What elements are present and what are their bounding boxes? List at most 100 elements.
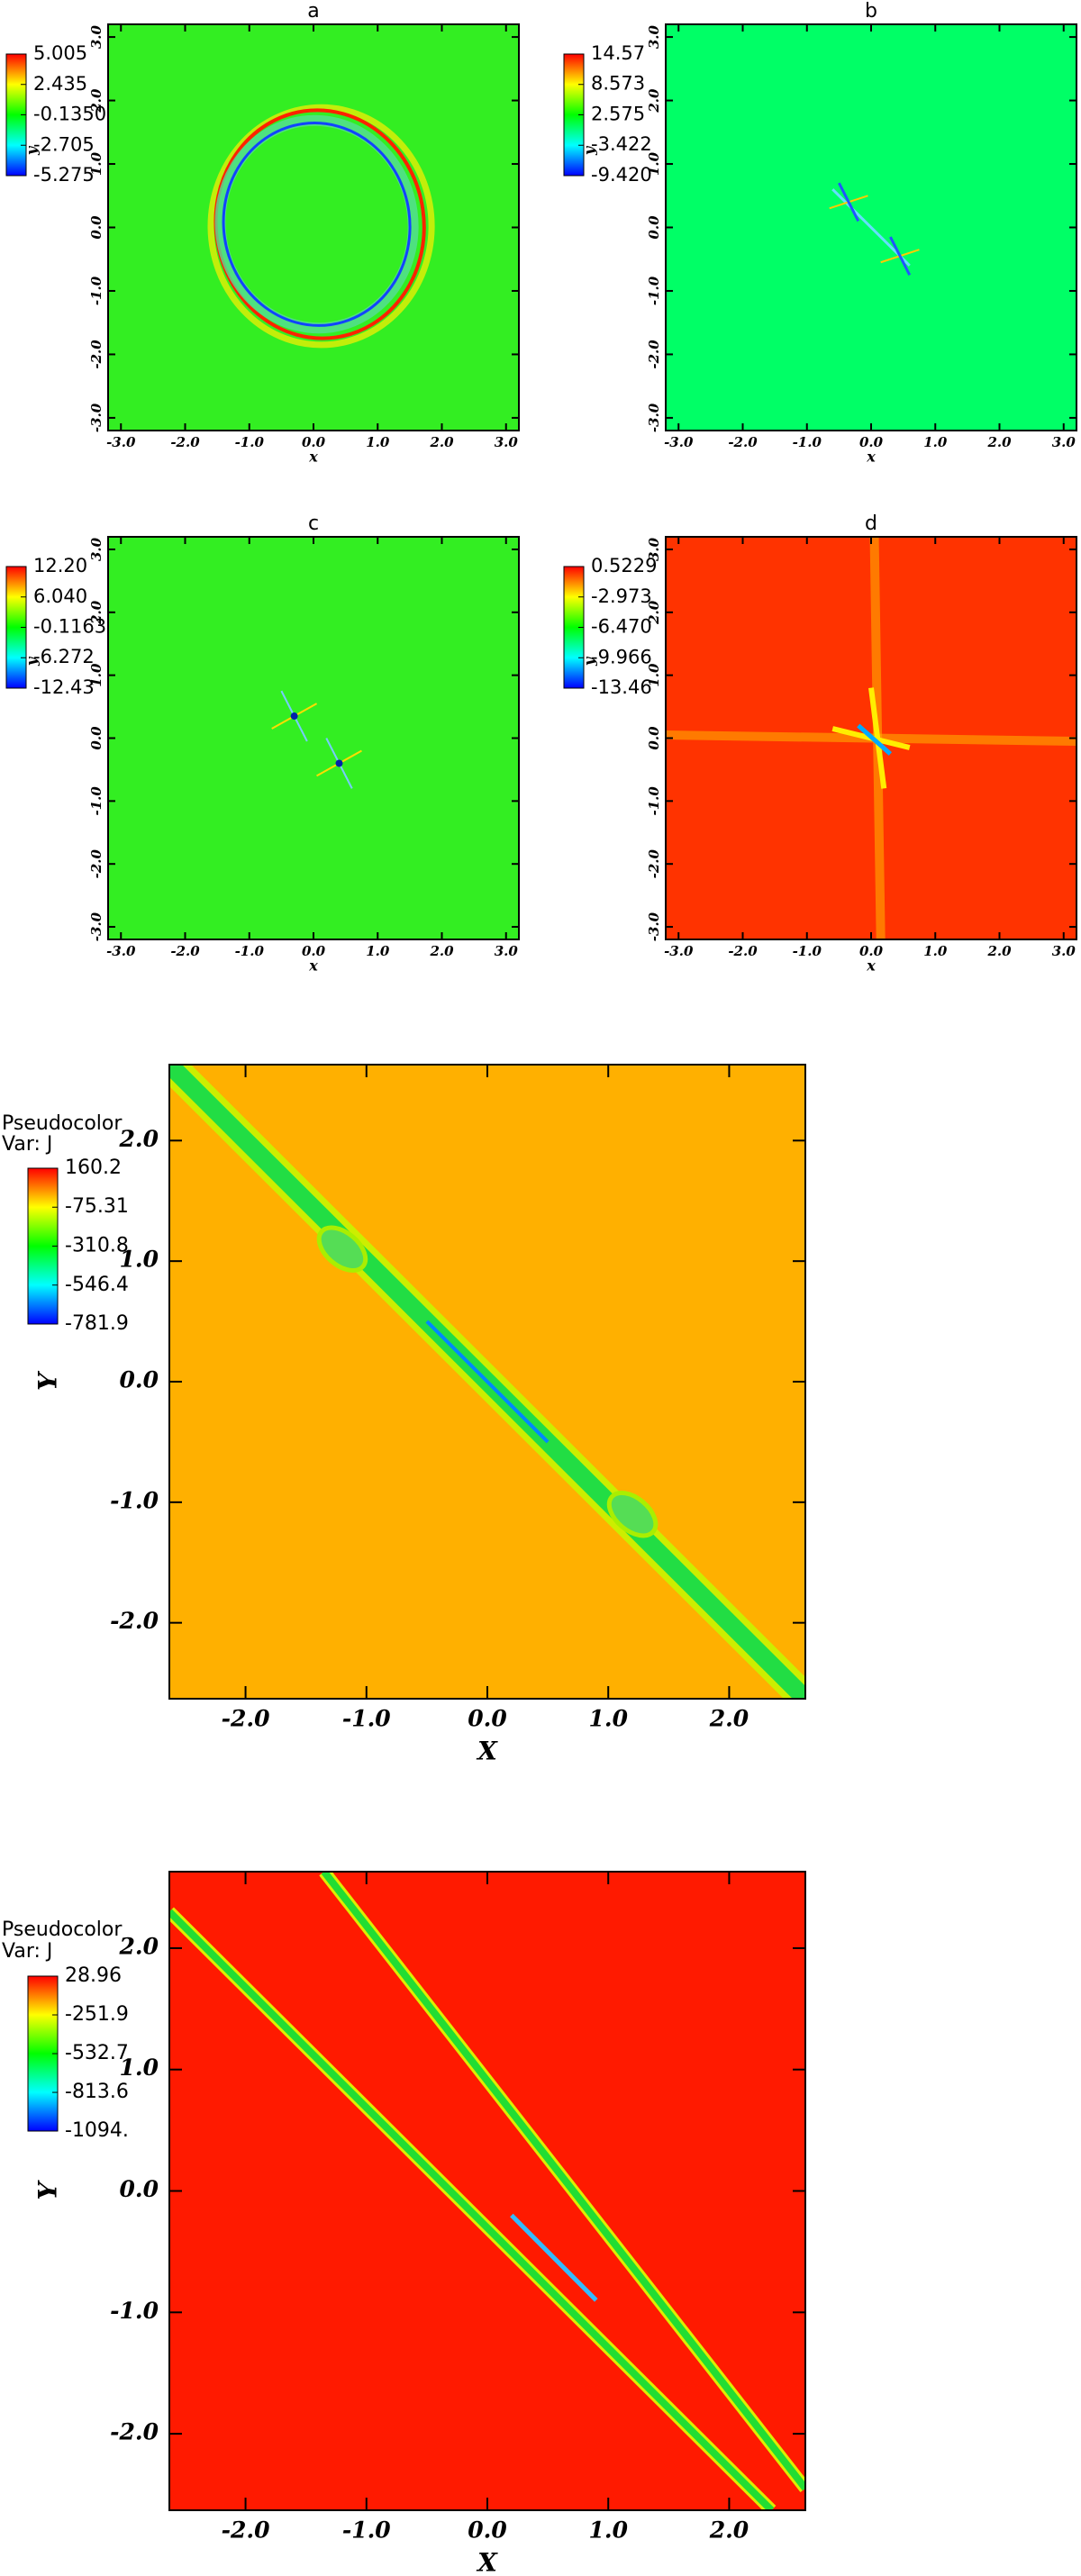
x-axis-label: x: [308, 449, 318, 466]
field-feature: [321, 1872, 805, 2491]
x-tick-label: -2.0: [170, 434, 200, 450]
x-tick-label: -1.0: [235, 434, 265, 450]
y-axis-label: y: [23, 145, 41, 156]
colorbar-label: -813.6: [65, 2081, 129, 2103]
field-feature: [207, 104, 435, 349]
x-tick-label: -2.0: [222, 2517, 270, 2544]
colorbar-label: -532.7: [65, 2042, 129, 2064]
field-features: [207, 104, 435, 349]
y-tick-label: -1.0: [88, 786, 104, 816]
x-tick-label: -1.0: [342, 2517, 391, 2544]
x-tick-label: -2.0: [728, 943, 758, 959]
colorbar-label: -9.420: [591, 164, 652, 186]
plot-field: [108, 537, 519, 939]
colorbar-label: 2.435: [33, 73, 87, 95]
x-tick-label: 3.0: [1052, 434, 1076, 450]
panel: -2.0 -1.0 0.0 1.0 2.0 -2.0 -1.0 0.0 1.0 2.0 X Y Pseu…: [2, 1871, 806, 2576]
field-features: [169, 1065, 805, 1699]
colorbar-label: -6.470: [591, 616, 652, 638]
x-tick-label: 2.0: [709, 2517, 749, 2544]
x-tick-label: -3.0: [106, 943, 136, 959]
field-feature: [857, 723, 893, 756]
y-tick-label: -3.0: [88, 403, 104, 432]
y-tick-label: 3.0: [646, 24, 662, 49]
y-tick-label: -2.0: [88, 340, 104, 369]
field-feature: [606, 1491, 659, 1538]
y-tick-label: 2.0: [119, 1126, 159, 1152]
panel: b -3.0 -2.0 -1.0 0.0 1.0 2.0 3.0 -3.0 -2.0 -1.0 0.0…: [563, 0, 1077, 466]
x-tick-label: 1.0: [366, 943, 390, 959]
colorbar-label: -6.272: [33, 646, 95, 667]
x-tick-label: -1.0: [793, 434, 822, 450]
x-tick-label: 1.0: [366, 434, 390, 450]
y-tick-label: -3.0: [646, 403, 662, 432]
x-tick-label: 0.0: [468, 1706, 507, 1732]
y-tick-label: -1.0: [110, 2298, 159, 2324]
y-axis-label: y: [581, 656, 598, 667]
field-feature: [510, 2213, 598, 2302]
x-axis-label: x: [866, 449, 876, 466]
y-tick-label: 1.0: [120, 1247, 159, 1273]
y-tick-label: 0.0: [120, 1367, 159, 1393]
colorbar-label: -0.1163: [33, 616, 106, 638]
y-tick-label: 1.0: [120, 2054, 159, 2081]
x-tick-label: 2.0: [429, 943, 454, 959]
colorbar-label: 14.57: [591, 42, 645, 64]
y-axis-label: Y: [33, 2180, 63, 2200]
x-tick-label: 0.0: [859, 434, 884, 450]
x-tick-label: 1.0: [923, 434, 948, 450]
field-feature: [222, 122, 412, 327]
panel: -2.0 -1.0 0.0 1.0 2.0 -2.0 -1.0 0.0 1.0 2.0 X Y Pseu…: [2, 1064, 806, 1766]
field-feature: [868, 687, 887, 789]
y-tick-label: 2.0: [646, 88, 662, 113]
panel-title: c: [308, 512, 319, 535]
field-feature: [425, 1320, 550, 1444]
y-tick-label: -2.0: [646, 340, 662, 369]
colorbar-label: -5.275: [33, 164, 95, 186]
x-tick-label: 1.0: [923, 943, 948, 959]
x-tick-label: 0.0: [468, 2517, 507, 2544]
field-features: [666, 537, 1076, 939]
panel: d -3.0 -2.0 -1.0 0.0 1.0 2.0 3.0 -3.0 -2.0 -1.0 0.0…: [563, 512, 1077, 975]
y-tick-label: 2.0: [646, 600, 662, 625]
plot-field: [108, 24, 519, 431]
colorbar-label: 6.040: [33, 585, 87, 607]
y-tick-label: 3.0: [88, 24, 104, 49]
field-feature: [290, 712, 298, 721]
field-features: [271, 690, 362, 789]
y-axis-label: y: [23, 656, 41, 667]
y-tick-label: 0.0: [88, 215, 104, 240]
y-tick-label: 1.0: [646, 151, 662, 176]
y-tick-label: 3.0: [88, 537, 104, 561]
colorbar-label: 12.20: [33, 555, 87, 576]
y-tick-label: -3.0: [88, 912, 104, 941]
panel-title: b: [865, 0, 877, 23]
x-tick-label: -3.0: [664, 943, 694, 959]
panel: c -3.0 -2.0 -1.0 0.0 1.0 2.0 3.0 -3.0 -2.0 -1.0 0.0…: [5, 512, 520, 975]
y-tick-label: 0.0: [646, 726, 662, 750]
y-axis-label: y: [581, 145, 598, 156]
y-tick-label: -2.0: [110, 1608, 159, 1634]
x-tick-label: 0.0: [859, 943, 884, 959]
x-tick-label: 2.0: [429, 434, 454, 450]
field-features: [829, 182, 920, 277]
x-tick-label: -1.0: [235, 943, 265, 959]
y-tick-label: -2.0: [646, 848, 662, 878]
x-tick-label: -3.0: [664, 434, 694, 450]
colorbar-label: -310.8: [65, 1234, 129, 1256]
x-tick-label: 3.0: [1052, 943, 1076, 959]
x-tick-label: -3.0: [106, 434, 136, 450]
y-tick-label: -1.0: [110, 1487, 159, 1513]
colorbar-label: 0.5229: [591, 555, 657, 576]
y-tick-label: -1.0: [88, 276, 104, 305]
x-tick-label: 3.0: [495, 943, 519, 959]
plot-field: [169, 1872, 805, 2510]
colorbar-label: 2.575: [591, 104, 645, 125]
field-feature: [335, 759, 343, 767]
colorbar-label: 28.96: [65, 1964, 122, 1987]
field-feature: [889, 236, 912, 277]
colorbar-label: -3.422: [591, 133, 652, 155]
colorbar-label: -75.31: [65, 1195, 129, 1218]
x-tick-label: 3.0: [495, 434, 519, 450]
panel-title: a: [307, 0, 319, 23]
